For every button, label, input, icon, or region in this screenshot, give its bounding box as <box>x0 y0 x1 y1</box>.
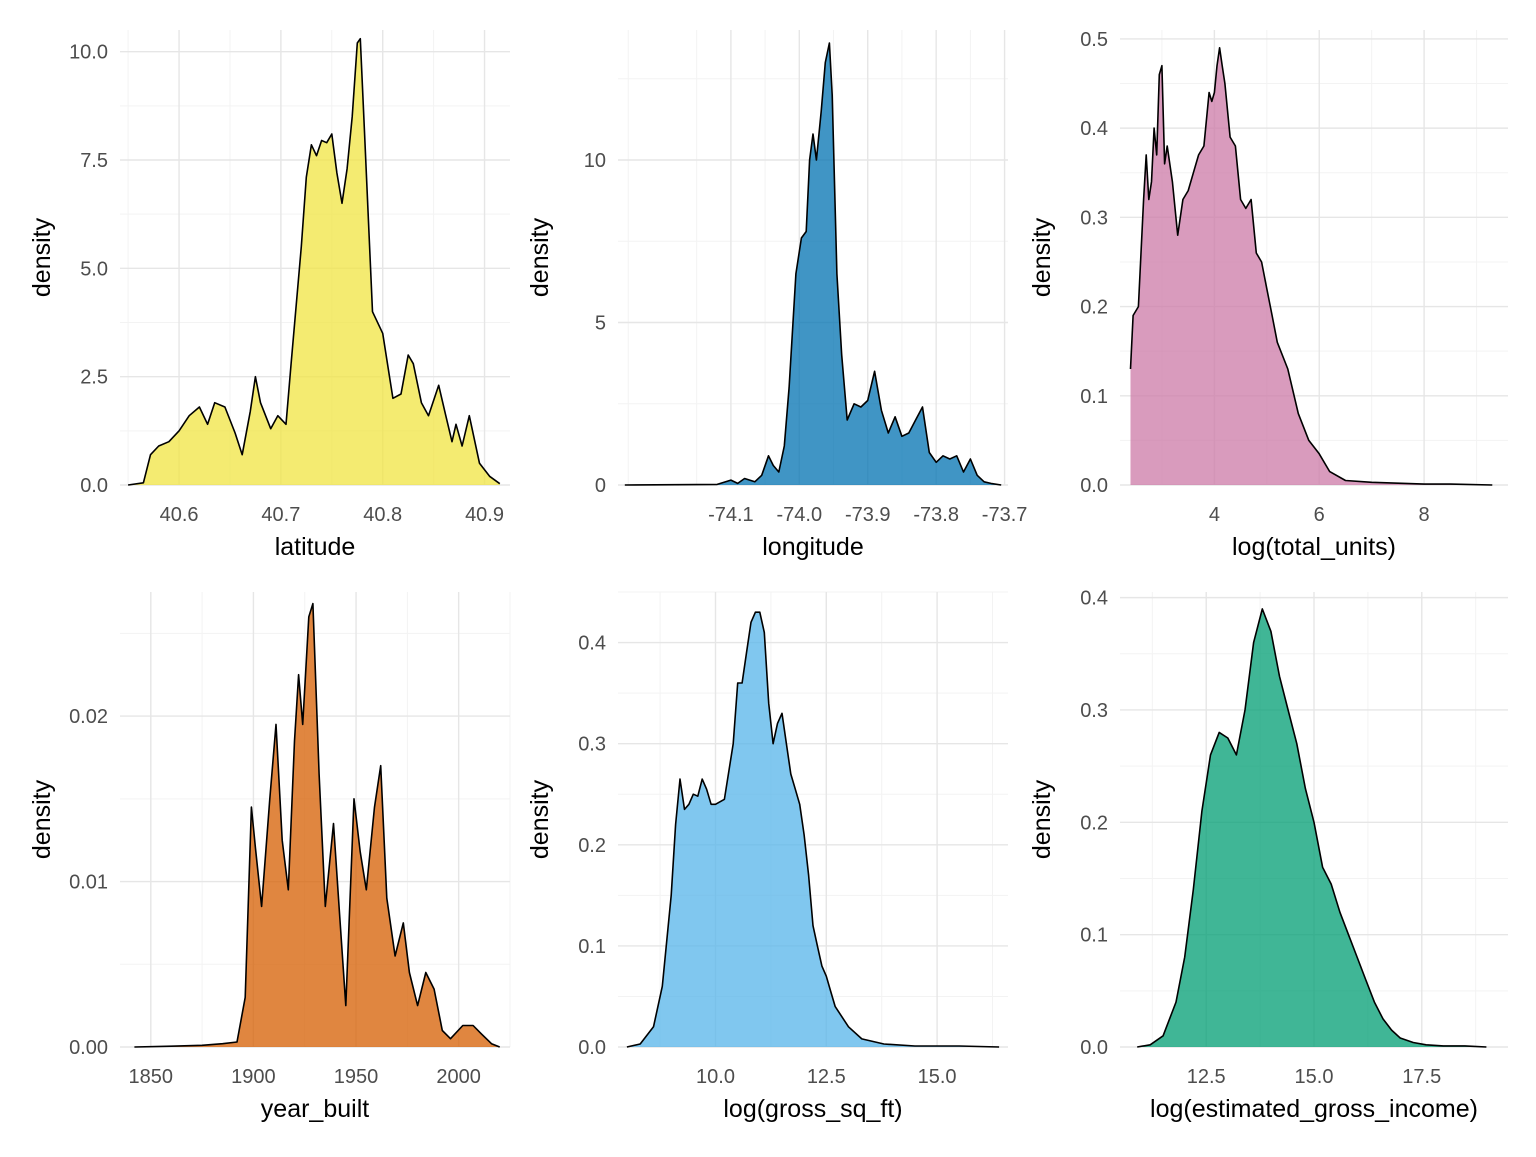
y-tick-label: 0.3 <box>1080 207 1108 229</box>
y-tick-label: 0.3 <box>1080 700 1108 722</box>
y-tick-label: 0.00 <box>69 1037 108 1059</box>
y-tick-label: 0.1 <box>578 936 606 958</box>
y-axis-label: density <box>28 217 56 297</box>
x-axis-label: longitude <box>762 533 863 561</box>
y-tick-label: 0.4 <box>1080 588 1108 610</box>
x-tick-label: 15.0 <box>1295 1066 1334 1088</box>
y-tick-label: 5 <box>595 313 606 335</box>
density-line <box>134 602 500 1048</box>
density-area <box>128 38 500 485</box>
density-line <box>626 611 1000 1048</box>
x-tick-label: 15.0 <box>918 1066 957 1088</box>
density-line <box>1137 608 1487 1048</box>
density-area <box>624 43 1002 485</box>
x-axis-label: latitude <box>275 533 356 561</box>
x-tick-label: 8 <box>1419 504 1430 526</box>
x-tick-label: 40.9 <box>465 504 504 526</box>
y-tick-label: 0.2 <box>1080 812 1108 834</box>
y-tick-label: 0.1 <box>1080 386 1108 408</box>
y-tick-label: 0.0 <box>80 475 108 497</box>
y-tick-label: 10 <box>584 150 606 172</box>
density-area <box>1137 608 1487 1047</box>
x-axis-label: log(total_units) <box>1232 533 1396 561</box>
y-tick-label: 0.1 <box>1080 925 1108 947</box>
x-tick-label: 1850 <box>129 1066 174 1088</box>
density-line <box>624 42 1002 486</box>
y-tick-label: 0 <box>595 475 606 497</box>
panel-5: 10.0 12.5 15.0 0.0 0.1 0.2 0.3 0.4 log(gross_sq_… <box>526 591 1008 1123</box>
x-tick-label: 6 <box>1314 504 1325 526</box>
x-tick-label: 40.7 <box>261 504 300 526</box>
x-axis-label: log(gross_sq_ft) <box>723 1095 902 1123</box>
y-tick-label: 5.0 <box>80 258 108 280</box>
y-tick-label: 10.0 <box>69 42 108 64</box>
x-tick-label: 40.6 <box>160 504 199 526</box>
y-tick-label: 7.5 <box>80 150 108 172</box>
x-tick-label: 10.0 <box>696 1066 735 1088</box>
x-tick-label: -73.8 <box>913 504 959 526</box>
y-axis-label: density <box>526 779 554 859</box>
x-axis-label: log(estimated_gross_income) <box>1150 1095 1478 1123</box>
y-tick-label: 0.01 <box>69 872 108 894</box>
x-tick-label: -73.9 <box>845 504 891 526</box>
y-tick-label: 0.3 <box>578 734 606 756</box>
x-tick-label: 12.5 <box>1187 1066 1226 1088</box>
y-axis-label: density <box>1028 779 1056 859</box>
panel-1: 40.6 40.7 40.8 40.9 0.0 2.5 5.0 7.5 10.0 latitude… <box>28 30 510 561</box>
y-tick-label: 0.2 <box>1080 297 1108 319</box>
panel-2: -74.1 -74.0 -73.9 -73.8 -73.7 0 5 10 longitude de… <box>526 30 1027 561</box>
density-line <box>127 37 501 486</box>
x-tick-label: 1950 <box>334 1066 379 1088</box>
y-tick-label: 0.2 <box>578 835 606 857</box>
x-tick-label: -74.1 <box>708 504 754 526</box>
y-tick-label: 0.0 <box>578 1037 606 1059</box>
x-tick-label: 2000 <box>436 1066 481 1088</box>
panel-4: 1850 1900 1950 2000 0.00 0.01 0.02 year_built de… <box>28 592 511 1123</box>
y-tick-label: 2.5 <box>80 367 108 389</box>
density-area <box>626 612 1000 1047</box>
y-tick-label: 0.4 <box>578 633 606 655</box>
x-tick-label: 17.5 <box>1402 1066 1441 1088</box>
y-tick-label: 0.4 <box>1080 118 1108 140</box>
y-axis-label: density <box>1028 217 1056 297</box>
x-tick-label: -73.7 <box>982 504 1028 526</box>
density-line <box>1129 47 1493 486</box>
density-area <box>134 603 500 1047</box>
x-tick-label: -74.0 <box>777 504 823 526</box>
x-tick-label: 1900 <box>231 1066 276 1088</box>
panel-3: 4 6 8 0.0 0.1 0.2 0.3 0.4 0.5 log(total_units) den… <box>1028 29 1508 561</box>
density-area <box>1130 47 1493 486</box>
x-tick-label: 12.5 <box>807 1066 846 1088</box>
y-tick-label: 0.02 <box>69 706 108 728</box>
panel-6: 12.5 15.0 17.5 0.0 0.1 0.2 0.3 0.4 log(estimated… <box>1028 588 1508 1123</box>
y-tick-label: 0.0 <box>1080 475 1108 497</box>
x-tick-label: 4 <box>1209 504 1220 526</box>
y-tick-label: 0.0 <box>1080 1037 1108 1059</box>
y-axis-label: density <box>526 217 554 297</box>
x-axis-label: year_built <box>261 1095 369 1123</box>
x-tick-label: 40.8 <box>363 504 402 526</box>
y-tick-label: 0.5 <box>1080 29 1108 51</box>
y-axis-label: density <box>28 779 56 859</box>
